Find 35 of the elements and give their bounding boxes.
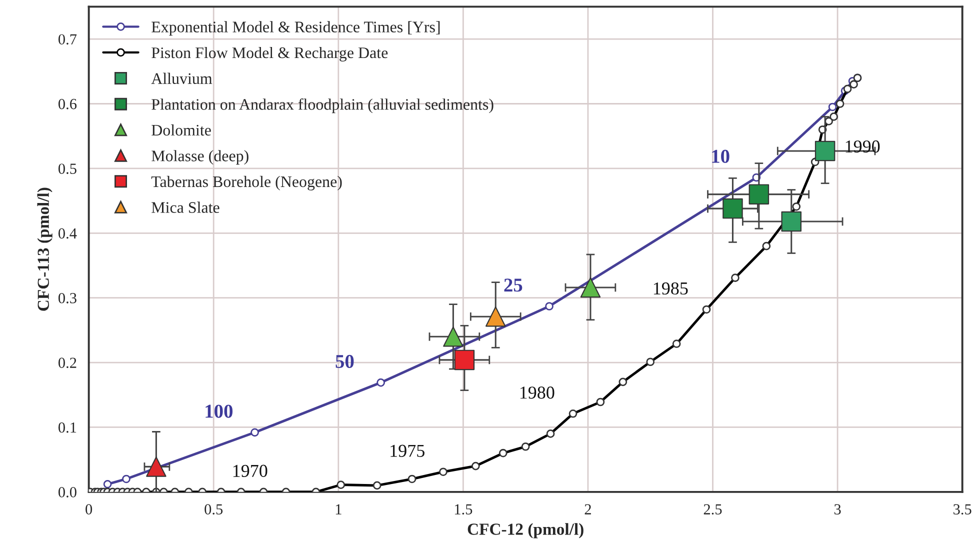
y-tick-label: 0.3: [58, 292, 76, 304]
x-tick-label: 3: [834, 504, 841, 514]
y-tick-label: 0.5: [58, 164, 76, 174]
annotation: 1985: [654, 282, 688, 295]
legend-label: Mica Slate: [152, 202, 220, 213]
annotation: 1980: [520, 386, 554, 399]
x-tick-label: 1: [336, 504, 342, 514]
annotation: 100: [206, 404, 233, 418]
legend-label: Exponential Model & Residence Times [Yrs]: [152, 21, 440, 36]
annotation: 1970: [233, 464, 268, 477]
y-tick-label: 0.6: [58, 98, 77, 110]
y-tick-label: 0.0: [58, 487, 76, 498]
x-tick-label: 0: [86, 504, 92, 514]
y-tick-label: 0.7: [58, 34, 77, 45]
x-tick-label: 3.5: [954, 504, 972, 515]
x-tick-label: 0.5: [204, 504, 223, 515]
x-tick-label: 2.5: [704, 504, 722, 515]
y-tick-label: 0.1: [58, 422, 76, 433]
annotation: 50: [336, 354, 354, 368]
legend-label: Alluvium: [151, 72, 212, 84]
x-tick-label: 2: [584, 504, 591, 514]
y-axis-title: CFC-113 (pmol/l): [37, 188, 52, 311]
x-tick-label: 1.5: [454, 504, 472, 515]
annotation: 25: [504, 278, 522, 292]
legend-label: Tabernas Borehole (Neogene): [151, 176, 342, 190]
legend-label: Dolomite: [152, 124, 211, 136]
legend-label: Piston Flow Model & Recharge Date: [152, 46, 388, 62]
y-tick-label: 0.4: [58, 228, 77, 239]
x-axis-title: CFC-12 (pmol/l): [468, 523, 584, 538]
annotation: 1975: [390, 444, 424, 457]
legend-label: Molasse (deep): [152, 150, 248, 165]
y-tick-label: 0.2: [58, 358, 76, 368]
legend-label: Plantation on Andarax floodplain (alluvial sediments): [152, 98, 494, 114]
annotation: 1990: [846, 140, 880, 153]
annotation: 10: [712, 150, 730, 163]
